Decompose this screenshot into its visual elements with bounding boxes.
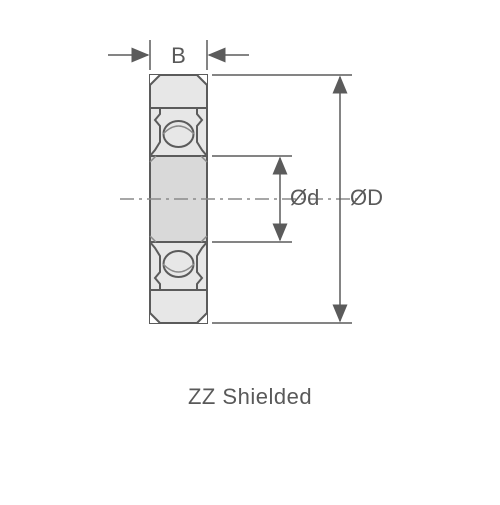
bearing-diagram: B Ød ØD	[0, 0, 500, 500]
dim-label-inner-diameter: Ød	[290, 185, 319, 210]
diagram-caption: ZZ Shielded	[0, 384, 500, 410]
dim-label-outer-diameter: ØD	[350, 185, 383, 210]
dim-label-width: B	[171, 43, 186, 68]
